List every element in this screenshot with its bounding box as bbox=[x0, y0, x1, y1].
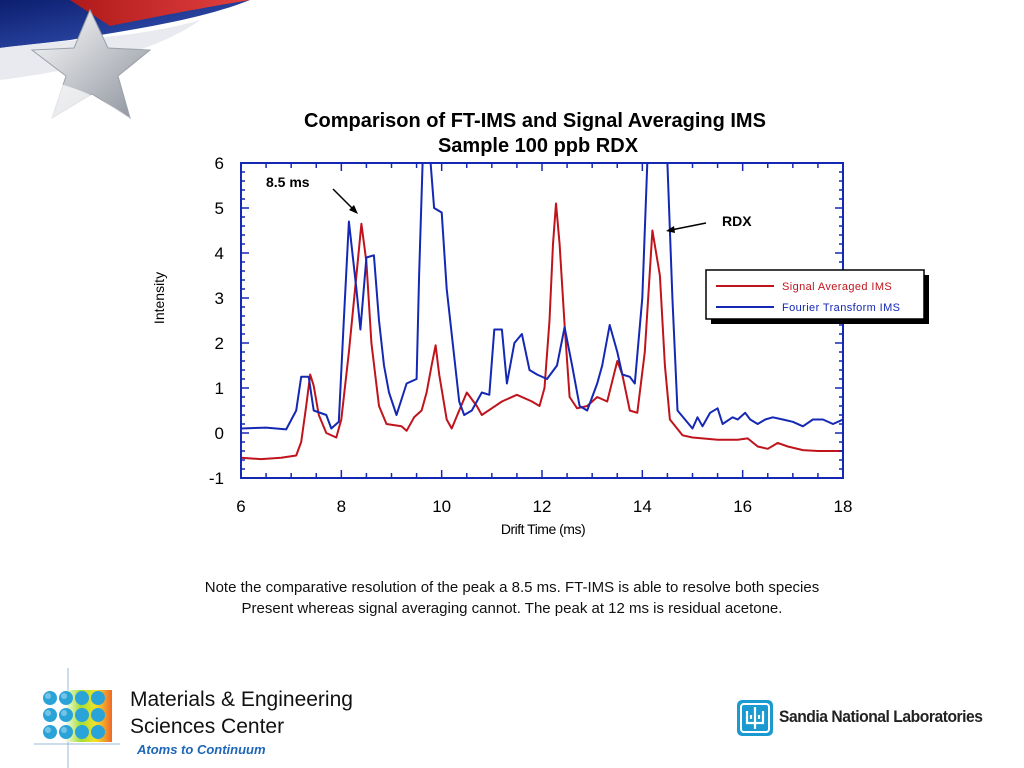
y-tick-label: 3 bbox=[215, 289, 224, 308]
x-tick-label: 16 bbox=[733, 497, 752, 516]
x-tick-label: 10 bbox=[432, 497, 451, 516]
x-tick-label: 14 bbox=[633, 497, 652, 516]
caption-line-1: Note the comparative resolution of the p… bbox=[204, 579, 820, 596]
y-tick-label: -1 bbox=[209, 469, 224, 488]
sandia-thunderbird-icon bbox=[737, 700, 773, 736]
center-title-line-1: Materials & Engineering bbox=[130, 688, 353, 711]
series-line-0 bbox=[241, 202, 843, 461]
y-tick-label: 6 bbox=[215, 154, 224, 173]
lab-name: Sandia National Laboratories bbox=[779, 707, 983, 726]
center-tagline: Atoms to Continuum bbox=[137, 742, 266, 757]
x-tick-label: 18 bbox=[834, 497, 853, 516]
chart-subtitle: Sample 100 ppb RDX bbox=[438, 135, 639, 157]
annotation-rdx: RDX bbox=[722, 213, 752, 229]
x-tick-label: 8 bbox=[337, 497, 346, 516]
plot-series bbox=[241, 163, 843, 461]
y-axis-label: Intensity bbox=[151, 272, 167, 324]
center-title-line-2: Sciences Center bbox=[130, 715, 285, 738]
y-axis: 6 5 4 3 2 1 0 -1 bbox=[209, 154, 224, 488]
caption-line-2: Present whereas signal averaging cannot.… bbox=[241, 600, 783, 617]
y-tick-label: 2 bbox=[215, 334, 224, 353]
x-axis-label: Drift Time (ms) bbox=[501, 521, 585, 537]
annotation-8-5ms: 8.5 ms bbox=[266, 174, 310, 190]
annotation-rdx-arrow bbox=[670, 222, 707, 231]
x-tick-label: 6 bbox=[236, 497, 245, 516]
series-line-1 bbox=[241, 163, 843, 431]
y-tick-label: 4 bbox=[215, 244, 224, 263]
legend-label-fourier-transform: Fourier Transform IMS bbox=[782, 302, 900, 314]
y-tick-label: 5 bbox=[215, 199, 224, 218]
annotation-8-5ms-arrowhead bbox=[349, 205, 358, 214]
frame-ticks bbox=[240, 162, 844, 479]
y-tick-label: 0 bbox=[215, 424, 224, 443]
annotation-8-5ms-arrow bbox=[332, 188, 356, 212]
legend: Signal Averaged IMS Fourier Transform IM… bbox=[705, 269, 929, 324]
y-tick-label: 1 bbox=[215, 379, 224, 398]
annotation-rdx-arrowhead bbox=[666, 226, 675, 233]
x-axis: 6 8 10 12 14 16 18 bbox=[236, 497, 852, 516]
legend-label-signal-averaged: Signal Averaged IMS bbox=[782, 281, 892, 293]
x-tick-label: 12 bbox=[533, 497, 552, 516]
chart-title: Comparison of FT-IMS and Signal Averagin… bbox=[304, 110, 766, 132]
colored-dots-grid-icon bbox=[34, 668, 120, 768]
texas-star-flag-icon bbox=[0, 0, 250, 130]
line-chart: Comparison of FT-IMS and Signal Averagin… bbox=[151, 110, 929, 537]
